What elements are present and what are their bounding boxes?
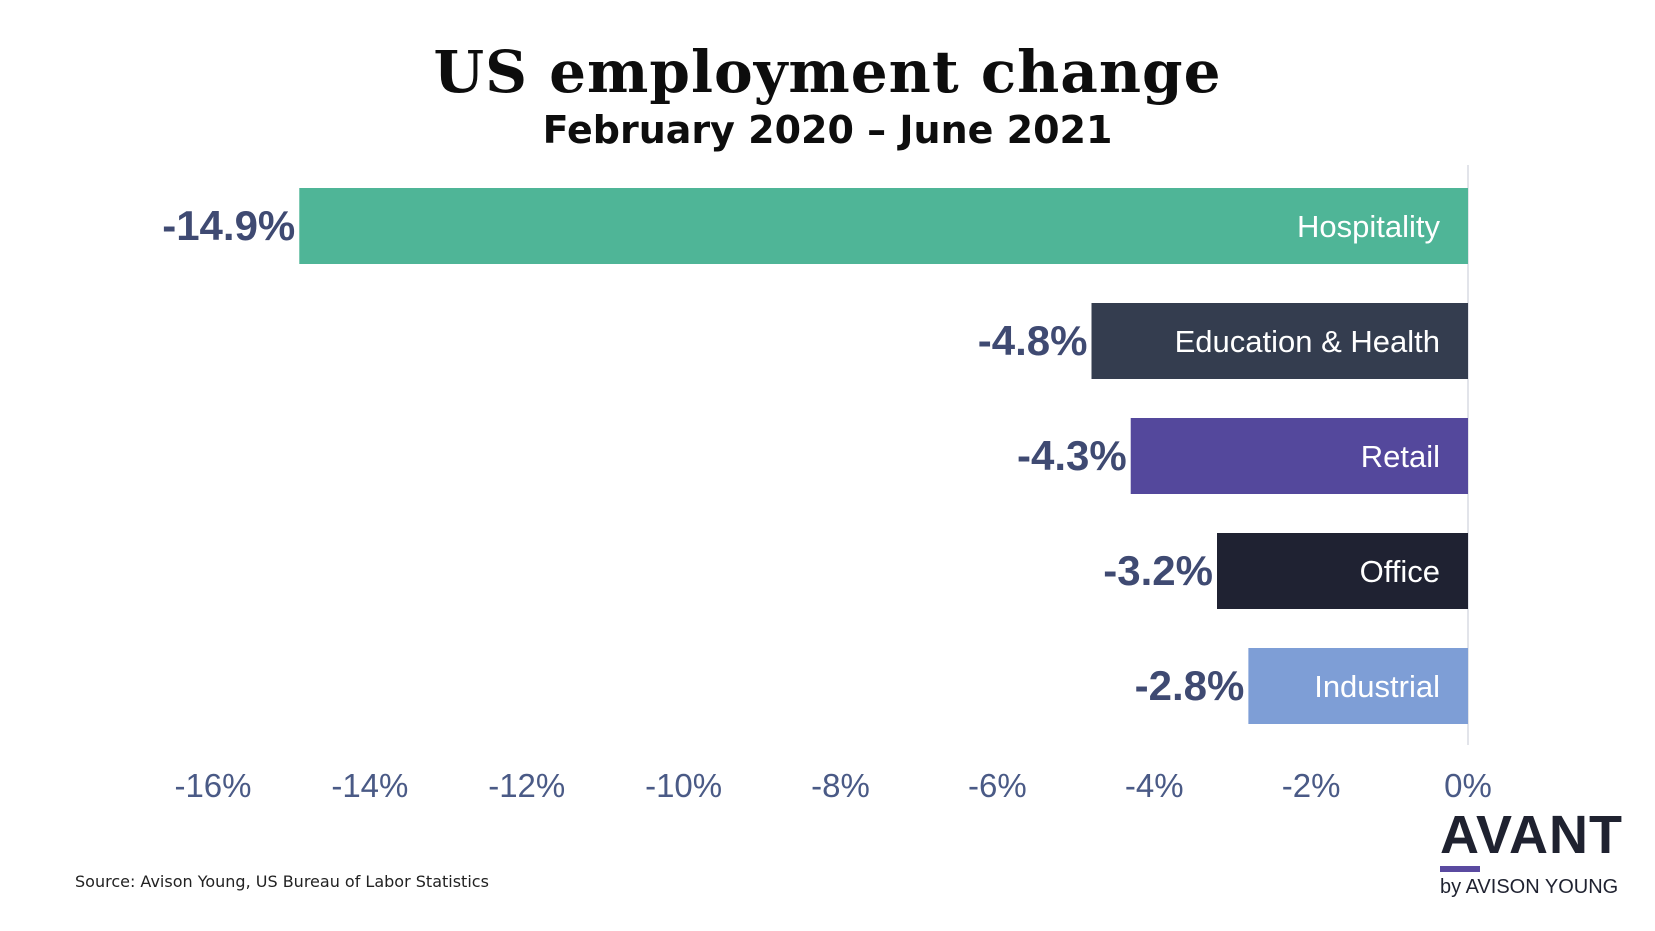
logo-accent-bar: [1440, 866, 1480, 872]
bar-value-label: -2.8%: [1135, 662, 1245, 709]
x-tick-label: -14%: [331, 767, 408, 804]
bar-value-label: -4.8%: [978, 317, 1088, 364]
chart-subtitle: February 2020 – June 2021: [542, 108, 1113, 152]
x-tick-label: -6%: [968, 767, 1027, 804]
bar: [1130, 418, 1468, 494]
x-tick-label: -10%: [645, 767, 722, 804]
x-tick-label: -8%: [811, 767, 870, 804]
x-tick-label: -4%: [1125, 767, 1184, 804]
chart-title: US employment change: [433, 38, 1222, 106]
bar: [1217, 533, 1468, 609]
x-tick-label: -12%: [488, 767, 565, 804]
bar-value-label: -4.3%: [1017, 432, 1127, 479]
bar: [299, 188, 1468, 264]
bar-value-label: -3.2%: [1103, 547, 1213, 594]
x-tick-label: 0%: [1444, 767, 1492, 804]
bar-category-label: Hospitality: [1297, 209, 1440, 244]
logo-tagline: by AVISON YOUNG: [1440, 876, 1619, 898]
bar-category-label: Education & Health: [1175, 324, 1440, 359]
source-note: Source: Avison Young, US Bureau of Labor…: [75, 872, 489, 891]
bar-category-label: Industrial: [1314, 669, 1440, 704]
x-tick-label: -2%: [1282, 767, 1341, 804]
bar-value-label: -14.9%: [162, 202, 295, 249]
bar: [1248, 648, 1468, 724]
logo-wordmark: AVANT: [1440, 805, 1623, 865]
x-tick-label: -16%: [174, 767, 251, 804]
bar-category-label: Office: [1360, 554, 1440, 589]
avant-logo: AVANT by AVISON YOUNG: [1440, 805, 1623, 899]
bar: [1091, 303, 1468, 379]
bar-category-label: Retail: [1361, 439, 1440, 474]
